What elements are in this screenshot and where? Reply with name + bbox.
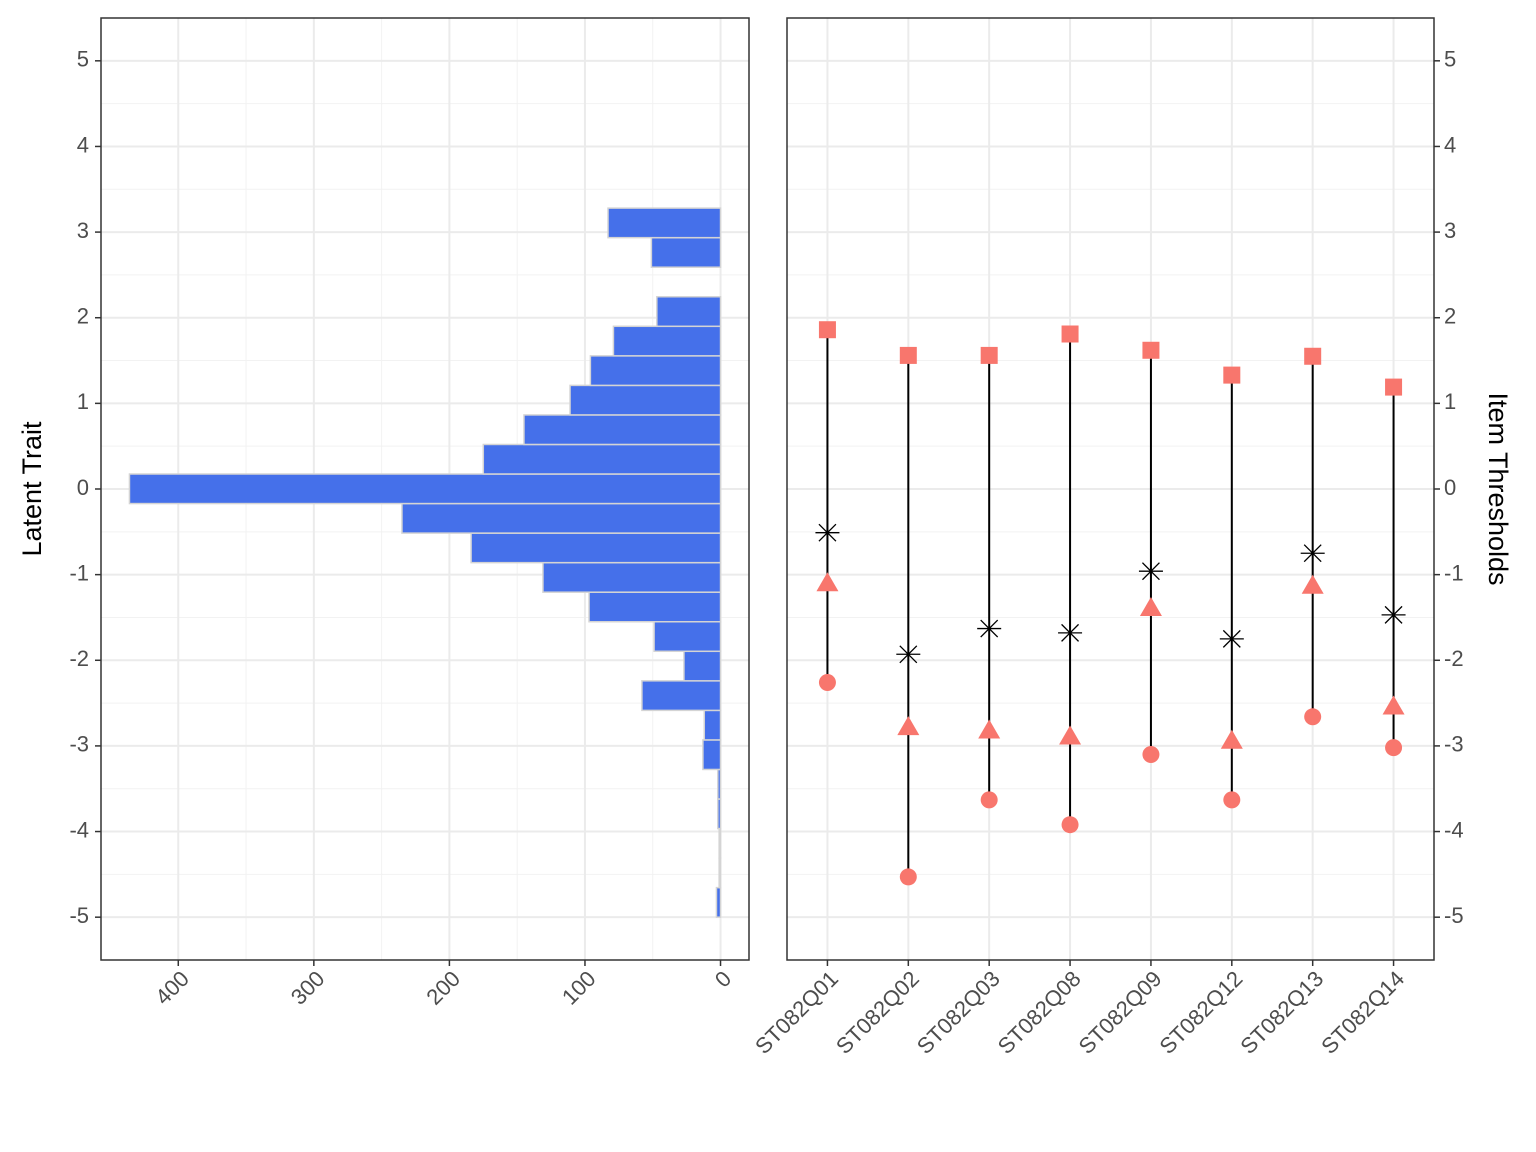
histogram-bar: [718, 857, 722, 889]
histogram-bar: [588, 591, 722, 623]
histogram-bar: [523, 414, 722, 446]
y-tick-label: 3: [77, 218, 89, 243]
threshold-point: [1301, 574, 1324, 594]
histogram-bar: [717, 768, 722, 800]
x-tick-label: ST082Q02: [831, 966, 924, 1059]
y-tick-label: -5: [1444, 903, 1464, 928]
y-tick-label: -3: [1444, 732, 1464, 757]
x-tick-label: 100: [557, 966, 601, 1010]
location-point: [1219, 628, 1244, 649]
x-tick-label: 0: [710, 966, 736, 992]
threshold-point: [1223, 366, 1241, 384]
location-point: [1138, 561, 1163, 582]
y-tick-label: 1: [1444, 389, 1456, 414]
x-tick-label: ST082Q08: [993, 966, 1086, 1059]
threshold-point: [980, 346, 998, 364]
y-tick-label: 2: [1444, 304, 1456, 329]
histogram-bar: [702, 739, 722, 771]
threshold-point: [1385, 378, 1403, 396]
threshold-point: [1304, 347, 1322, 365]
location-point: [815, 522, 840, 543]
threshold-point: [1139, 597, 1162, 617]
histogram-bar: [717, 798, 722, 830]
threshold-point: [978, 719, 1001, 739]
y-tick-label: 1: [77, 389, 89, 414]
histogram-bar: [542, 561, 722, 593]
histogram-bar: [569, 384, 722, 416]
y-tick-label: -1: [1444, 560, 1464, 585]
y-tick-label: 2: [77, 304, 89, 329]
histogram-bar: [653, 620, 722, 653]
threshold-point: [1061, 816, 1079, 834]
threshold-point: [980, 791, 998, 809]
y-tick-label: 5: [1444, 47, 1456, 72]
threshold-point: [1304, 708, 1322, 726]
threshold-point: [818, 321, 836, 339]
location-point: [977, 618, 1002, 639]
y-tick-label: -1: [69, 560, 89, 585]
x-tick-label: ST082Q13: [1235, 966, 1328, 1059]
threshold-point: [1142, 341, 1160, 359]
y-axis-title: Item Thresholds: [1483, 392, 1513, 585]
y-tick-label: -4: [69, 817, 89, 842]
histogram-bar: [703, 709, 722, 741]
threshold-point: [818, 674, 836, 692]
location-point: [1381, 604, 1406, 625]
histogram-bar: [482, 443, 722, 475]
x-tick-label: ST082Q01: [750, 966, 843, 1059]
x-tick-label: 200: [421, 966, 465, 1010]
threshold-point: [816, 572, 839, 592]
threshold-point: [899, 346, 917, 364]
y-tick-label: -4: [1444, 817, 1464, 842]
y-tick-label: 4: [1444, 132, 1456, 157]
y-axis-title: Latent Trait: [17, 421, 47, 557]
threshold-point: [1382, 695, 1405, 715]
y-tick-label: 5: [77, 47, 89, 72]
y-tick-label: 0: [1444, 475, 1456, 500]
threshold-point: [1220, 729, 1243, 749]
threshold-point: [1142, 745, 1160, 763]
threshold-point: [897, 716, 920, 736]
x-tick-label: ST082Q12: [1155, 966, 1248, 1059]
histogram-bar: [607, 207, 722, 239]
threshold-point: [899, 868, 917, 886]
y-tick-label: 0: [77, 475, 89, 500]
histogram-bar: [650, 236, 722, 268]
x-tick-label: ST082Q03: [912, 966, 1005, 1059]
y-tick-label: 3: [1444, 218, 1456, 243]
location-point: [1058, 622, 1083, 643]
histogram-bar: [656, 295, 722, 328]
histogram-bar: [641, 680, 722, 712]
x-tick-label: 400: [150, 966, 194, 1010]
histogram-bar: [128, 473, 722, 505]
histogram-bar: [401, 502, 722, 534]
x-tick-label: 300: [286, 966, 330, 1010]
histogram-bar: [612, 325, 722, 357]
x-tick-label: ST082Q09: [1074, 966, 1167, 1059]
y-tick-label: -2: [1444, 646, 1464, 671]
x-tick-label: ST082Q14: [1316, 966, 1409, 1059]
histogram-bar: [715, 886, 722, 918]
histogram-bar: [683, 650, 722, 682]
location-point: [1300, 543, 1325, 564]
threshold-point: [1385, 739, 1403, 757]
y-tick-label: -5: [69, 903, 89, 928]
threshold-point: [1059, 725, 1082, 745]
histogram-bar: [589, 355, 722, 387]
location-point: [896, 644, 921, 665]
y-tick-label: -3: [69, 732, 89, 757]
threshold-point: [1223, 791, 1241, 809]
histogram-bar: [718, 827, 722, 859]
y-tick-label: 4: [77, 132, 89, 157]
y-tick-label: -2: [69, 646, 89, 671]
threshold-point: [1061, 325, 1079, 343]
histogram-bar: [470, 532, 722, 564]
